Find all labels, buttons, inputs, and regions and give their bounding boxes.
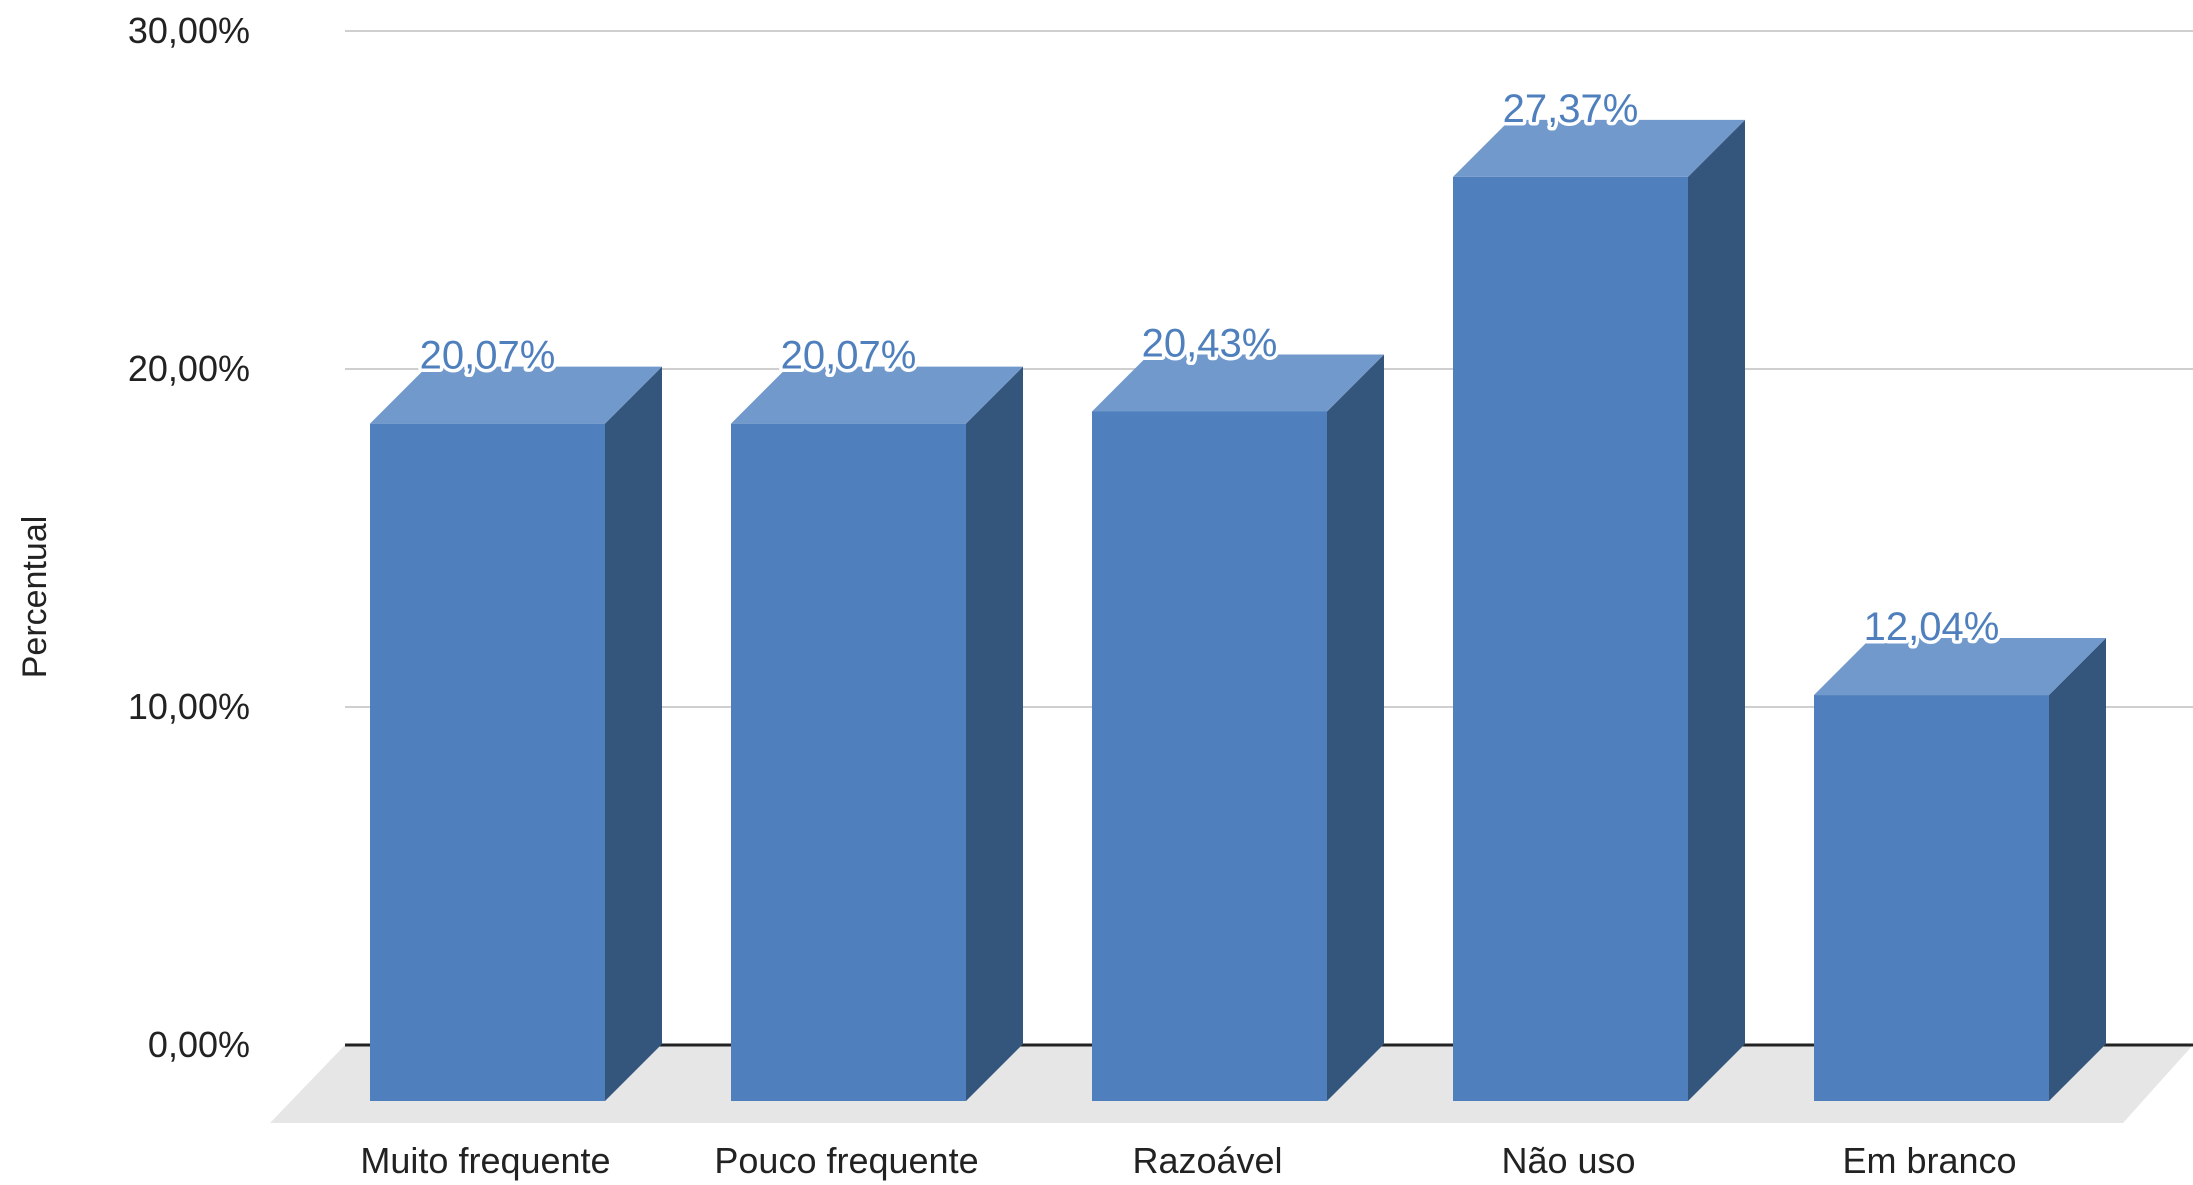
bar bbox=[1092, 354, 1384, 1101]
data-label: 20,43% bbox=[1142, 321, 1278, 365]
bar-top bbox=[1453, 119, 1745, 177]
bar bbox=[1453, 119, 1745, 1102]
bar-front bbox=[370, 423, 605, 1101]
bar-side bbox=[2049, 638, 2106, 1101]
y-axis: 0,00% 10,00% 20,00% 30,00% bbox=[128, 10, 250, 1065]
bar-side bbox=[1327, 354, 1384, 1101]
bar bbox=[731, 366, 1023, 1101]
bar-top bbox=[370, 366, 662, 424]
y-tick-label: 0,00% bbox=[148, 1024, 250, 1065]
x-tick-label: Não uso bbox=[1501, 1140, 1635, 1181]
bars bbox=[370, 119, 2106, 1102]
bar-side bbox=[1688, 119, 1745, 1102]
bar-front bbox=[1814, 695, 2049, 1101]
y-tick-label: 20,00% bbox=[128, 348, 250, 389]
bar-front bbox=[1453, 176, 1688, 1102]
data-label: 12,04% bbox=[1864, 605, 2000, 649]
y-axis-title: Percentual bbox=[16, 516, 54, 679]
bar-top bbox=[1092, 354, 1384, 412]
bar-front bbox=[1092, 411, 1327, 1101]
bar-front bbox=[731, 423, 966, 1101]
data-label: 20,07% bbox=[781, 334, 917, 378]
x-tick-label: Pouco frequente bbox=[714, 1140, 978, 1181]
y-tick-label: 30,00% bbox=[128, 10, 250, 51]
bar bbox=[1814, 638, 2106, 1101]
x-tick-label: Muito frequente bbox=[360, 1140, 610, 1181]
data-label: 20,07% bbox=[420, 334, 556, 378]
y-tick-label: 10,00% bbox=[128, 686, 250, 727]
data-label: 27,37% bbox=[1503, 87, 1639, 131]
data-labels: 20,07% 20,07% 20,43% 27,37% 12,04% bbox=[416, 83, 2003, 652]
x-tick-label: Razoável bbox=[1132, 1140, 1282, 1181]
x-tick-label: Em branco bbox=[1842, 1140, 2016, 1181]
bar bbox=[370, 366, 662, 1101]
x-axis: Muito frequente Pouco frequente Razoável Nã… bbox=[360, 1140, 2016, 1181]
bar-top bbox=[731, 366, 1023, 424]
bar-side bbox=[605, 366, 662, 1101]
bar-top bbox=[1814, 638, 2106, 696]
bar-side bbox=[966, 366, 1023, 1101]
